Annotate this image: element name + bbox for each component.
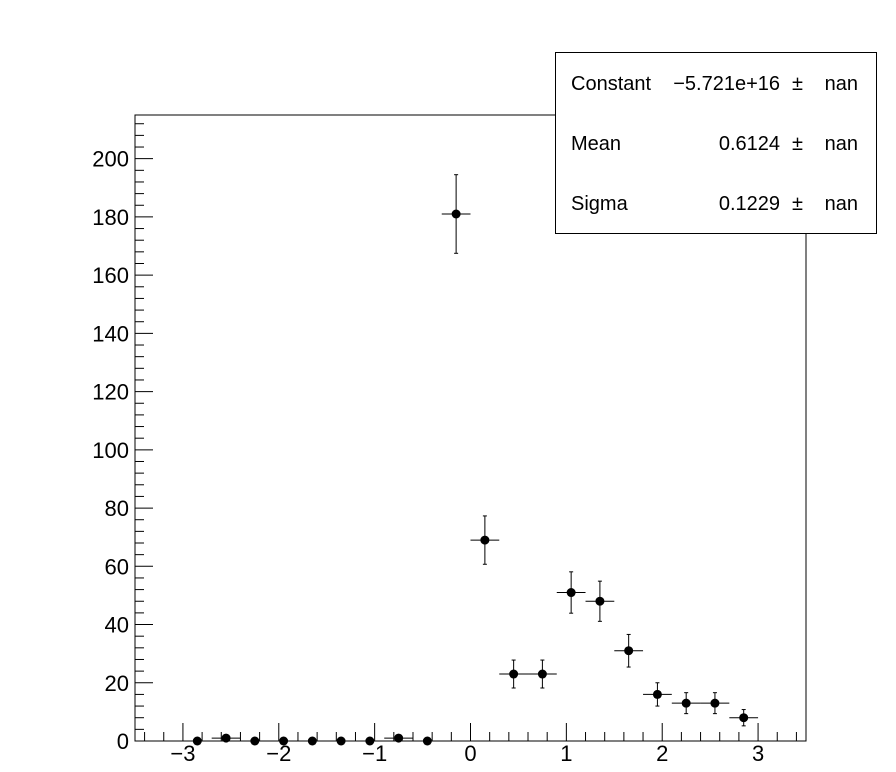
data-point — [528, 659, 557, 689]
data-point — [279, 736, 289, 746]
marker — [221, 733, 231, 743]
x-tick-label: 1 — [560, 741, 572, 766]
y-tick-label: 200 — [92, 147, 129, 172]
y-tick-label: 140 — [92, 321, 129, 346]
plus-minus-sign: ± — [792, 133, 803, 155]
y-tick-label: 0 — [117, 729, 129, 754]
data-point — [384, 733, 413, 743]
stat-error: nan — [824, 73, 858, 95]
stat-row-mean: Mean 0.6124 ± nan — [556, 133, 876, 163]
stat-value: 0.1229 — [718, 193, 780, 215]
data-points — [192, 174, 759, 746]
data-point — [499, 659, 529, 689]
y-tick-label: 100 — [92, 438, 129, 463]
data-point — [614, 633, 644, 668]
marker — [537, 669, 547, 679]
marker — [451, 209, 461, 219]
data-point — [192, 736, 202, 746]
marker — [681, 698, 691, 708]
data-point — [211, 733, 241, 743]
marker — [279, 736, 289, 746]
data-point — [671, 692, 701, 715]
x-tick-label: 2 — [656, 741, 668, 766]
marker — [595, 596, 605, 606]
stat-row-sigma: Sigma 0.1229 ± nan — [556, 193, 876, 223]
y-tick-label: 180 — [92, 205, 129, 230]
axes: −3 −2 −1 0 1 2 3 0 20 40 60 80 100 120 140 160 180 200 — [92, 123, 797, 766]
stat-value: 0.6124 — [718, 133, 780, 155]
data-point — [729, 709, 759, 727]
data-point — [643, 682, 672, 707]
marker — [250, 736, 260, 746]
marker — [192, 736, 202, 746]
data-point — [336, 736, 346, 746]
marker — [624, 646, 634, 656]
plus-minus-sign: ± — [792, 73, 803, 95]
y-tick-label: 160 — [92, 263, 129, 288]
marker — [710, 698, 720, 708]
x-tick-label: 3 — [752, 741, 764, 766]
y-tick-label: 40 — [105, 613, 129, 638]
data-point — [365, 736, 375, 746]
data-point — [585, 580, 615, 622]
data-point — [470, 515, 500, 565]
stat-name: Constant — [571, 73, 652, 95]
marker — [739, 713, 749, 723]
data-point — [441, 174, 471, 254]
x-tick-label: −2 — [266, 741, 291, 766]
y-tick-label: 80 — [105, 496, 129, 521]
marker — [566, 588, 576, 598]
marker — [652, 689, 662, 699]
x-tick-label: −1 — [362, 741, 387, 766]
x-tick-label: −3 — [170, 741, 195, 766]
marker — [480, 535, 490, 545]
marker — [307, 736, 317, 746]
stat-error: nan — [824, 193, 858, 215]
stat-name: Mean — [571, 133, 622, 155]
data-point — [422, 736, 432, 746]
marker — [422, 736, 432, 746]
marker — [394, 733, 404, 743]
data-point — [556, 571, 586, 614]
data-point — [307, 736, 317, 746]
marker — [509, 669, 519, 679]
fit-stats-box: Constant −5.721e+16 ± nan Mean 0.6124 ± … — [555, 52, 877, 234]
stat-name: Sigma — [571, 193, 628, 215]
y-tick-label: 120 — [92, 380, 129, 405]
x-tick-label: 0 — [464, 741, 476, 766]
plus-minus-sign: ± — [792, 193, 803, 215]
y-tick-label: 60 — [105, 554, 129, 579]
stat-value: −5.721e+16 — [673, 73, 780, 95]
stat-error: nan — [824, 133, 858, 155]
data-point — [250, 736, 260, 746]
marker — [336, 736, 346, 746]
stat-row-constant: Constant −5.721e+16 ± nan — [556, 73, 876, 103]
y-tick-label: 20 — [105, 671, 129, 696]
data-point — [700, 692, 730, 715]
marker — [365, 736, 375, 746]
